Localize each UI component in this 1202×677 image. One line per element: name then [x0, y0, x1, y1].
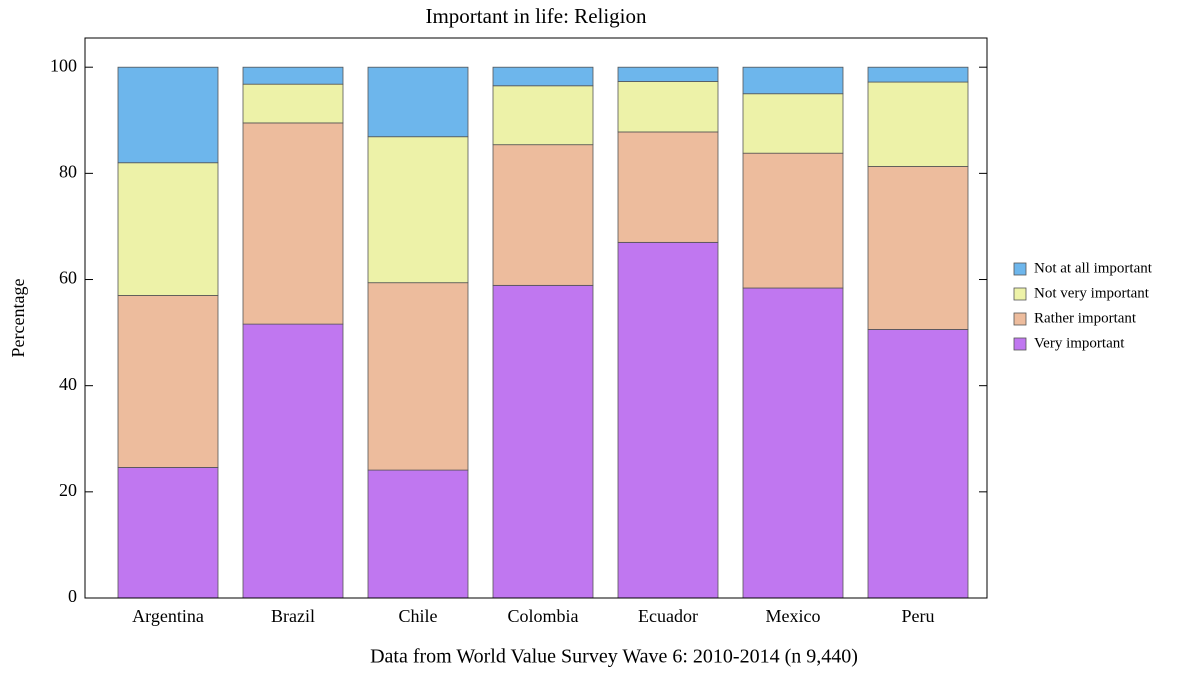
- bar-segment: [867, 329, 969, 599]
- legend-label: Not very important: [1034, 285, 1150, 301]
- legend-label: Rather important: [1034, 310, 1137, 326]
- y-tick-label: 80: [59, 161, 77, 181]
- chart-title: Important in life: Religion: [425, 4, 647, 28]
- legend-swatch: [1013, 262, 1027, 276]
- bar-segment: [617, 81, 719, 133]
- bar-segment: [742, 152, 844, 289]
- bar-segment: [492, 144, 594, 286]
- bar-segment: [742, 93, 844, 154]
- bar-segment: [117, 66, 219, 164]
- bar-segment: [242, 323, 344, 599]
- y-tick-label: 0: [68, 586, 77, 606]
- legend-label: Very important: [1034, 335, 1125, 351]
- y-tick-label: 100: [50, 55, 77, 75]
- bar-segment: [242, 66, 344, 85]
- x-tick-label: Colombia: [508, 606, 579, 626]
- legend-swatch: [1013, 287, 1027, 301]
- bar-segment: [117, 467, 219, 599]
- legend-label: Not at all important: [1034, 260, 1153, 276]
- legend-swatch: [1013, 312, 1027, 326]
- bar-segment: [242, 83, 344, 124]
- bar-segment: [742, 287, 844, 599]
- y-tick-label: 20: [59, 480, 77, 500]
- legend-swatch: [1013, 337, 1027, 351]
- bar-segment: [617, 241, 719, 599]
- caption: Data from World Value Survey Wave 6: 201…: [370, 646, 858, 668]
- x-tick-label: Chile: [399, 606, 438, 626]
- bar-segment: [492, 284, 594, 599]
- y-tick-label: 60: [59, 268, 77, 288]
- x-tick-label: Peru: [902, 606, 935, 626]
- bar-segment: [367, 469, 469, 599]
- x-tick-label: Argentina: [132, 606, 204, 626]
- bar-segment: [117, 162, 219, 296]
- bar-segment: [617, 66, 719, 82]
- bar-segment: [492, 85, 594, 146]
- x-tick-label: Brazil: [271, 606, 315, 626]
- bar-segment: [117, 295, 219, 468]
- bar-segment: [742, 66, 844, 95]
- bar-segment: [492, 66, 594, 87]
- y-axis-label: Percentage: [8, 279, 28, 358]
- bar-segment: [867, 66, 969, 83]
- plot-frame: [84, 37, 988, 599]
- bar-segment: [367, 66, 469, 138]
- x-tick-label: Ecuador: [638, 606, 698, 626]
- x-tick-label: Mexico: [766, 606, 821, 626]
- bar-segment: [367, 282, 469, 471]
- bar-segment: [867, 166, 969, 330]
- bar-segment: [617, 131, 719, 243]
- bar-segment: [867, 81, 969, 167]
- bar-segment: [242, 122, 344, 325]
- y-tick-label: 40: [59, 374, 77, 394]
- bar-segment: [367, 136, 469, 284]
